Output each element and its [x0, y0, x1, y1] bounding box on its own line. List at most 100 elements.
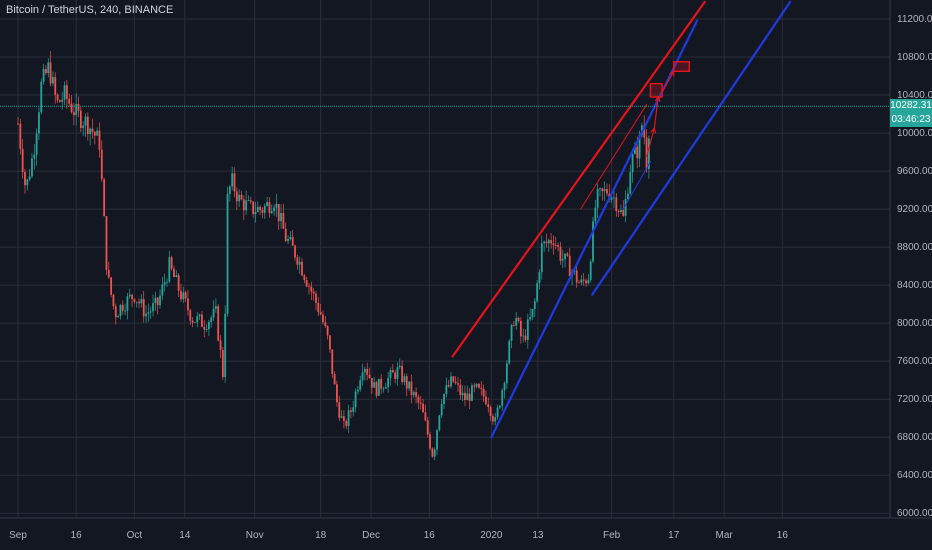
candle-body — [201, 314, 203, 327]
price-tick-label: 7200.00 — [897, 394, 932, 405]
candle-body — [564, 253, 566, 260]
candle-body — [173, 268, 175, 278]
candle-body — [401, 365, 404, 383]
candle-body — [312, 291, 315, 294]
candle-body — [336, 384, 338, 403]
candle-body — [482, 388, 485, 397]
candle-body — [380, 378, 383, 389]
projection-arrow[interactable] — [653, 96, 659, 129]
candle-body — [585, 280, 587, 284]
candle-body — [275, 203, 278, 208]
candle-body — [294, 245, 296, 258]
price-axis-ticks: 11200.00 10800.00 10400.00 10000.00 9600.00 9… — [897, 14, 932, 519]
candle-body — [580, 279, 583, 283]
price-tick-label: 10800.00 — [897, 52, 932, 63]
candle-body — [498, 405, 501, 408]
candle-body — [445, 385, 448, 394]
candle-body — [17, 123, 19, 125]
red-trendline[interactable] — [580, 104, 648, 210]
candle-body — [159, 295, 161, 306]
candle-body — [384, 387, 387, 389]
candle-body — [457, 383, 459, 385]
projection-arrow[interactable] — [661, 70, 675, 93]
blue-trendline[interactable] — [622, 161, 651, 210]
candle-body — [575, 270, 578, 283]
candle-body — [119, 304, 122, 317]
last-price-tag: 10282.31 — [890, 99, 932, 114]
candle-body — [494, 417, 497, 422]
candle-body — [510, 324, 513, 341]
price-tick-label: 8000.00 — [897, 318, 932, 329]
candle-body — [117, 316, 120, 318]
candle-body — [89, 128, 92, 134]
candle-body — [191, 320, 194, 323]
candle-body — [331, 349, 334, 375]
time-tick-label: 17 — [668, 530, 680, 541]
blue-trendline[interactable] — [591, 0, 792, 296]
time-tick-label: Nov — [246, 530, 264, 541]
time-tick-label: 14 — [179, 530, 191, 541]
candle-body — [126, 296, 129, 311]
candle-body — [377, 378, 380, 396]
candle-body — [305, 280, 308, 287]
candle-body — [252, 201, 255, 215]
candle-body — [582, 279, 585, 281]
price-tick-label: 10000.00 — [897, 128, 932, 139]
arrow-head — [669, 70, 675, 77]
candle-body — [142, 299, 145, 317]
candle-body — [315, 293, 317, 303]
candle-body — [512, 324, 515, 326]
candle-body — [347, 410, 350, 426]
candle-body — [647, 138, 650, 169]
candle-body — [324, 322, 327, 327]
candle-body — [450, 376, 452, 387]
candle-body — [180, 290, 182, 300]
candle-body — [592, 221, 594, 262]
price-tick-label: 9600.00 — [897, 166, 932, 177]
candle-body — [356, 389, 359, 392]
candle-body — [154, 297, 157, 304]
red-trendline[interactable] — [451, 0, 706, 358]
candle-body — [291, 236, 294, 246]
candle-body — [587, 279, 590, 284]
projection-arrow[interactable] — [645, 128, 655, 157]
candle-body — [363, 368, 366, 373]
candle-body — [375, 382, 378, 396]
candle-body — [522, 335, 525, 337]
candle-body — [203, 326, 206, 330]
time-tick-label: 2020 — [480, 530, 503, 541]
chart-grid — [0, 0, 890, 518]
price-tick-label: 7600.00 — [897, 356, 932, 367]
time-axis[interactable] — [0, 518, 932, 550]
candle-body — [133, 298, 136, 302]
blue-trendline[interactable] — [490, 19, 699, 439]
candle-body — [112, 294, 115, 307]
candle-body — [606, 189, 608, 194]
candle-body — [226, 193, 229, 314]
candle-body — [135, 301, 138, 303]
chart-title: Bitcoin / TetherUS, 240, BINANCE — [6, 4, 174, 16]
candle-body — [478, 383, 480, 388]
target-box[interactable] — [672, 61, 690, 73]
candle-body — [594, 207, 597, 222]
price-tick-label: 8800.00 — [897, 242, 932, 253]
candle-body — [47, 62, 50, 74]
trendlines — [451, 0, 792, 439]
candle-body — [319, 312, 322, 315]
candle-body — [350, 410, 352, 412]
candle-body — [538, 272, 541, 283]
candle-body — [72, 112, 75, 116]
target-box[interactable] — [649, 82, 663, 98]
candle-body — [75, 104, 78, 116]
candle-body — [533, 301, 536, 310]
candle-body — [492, 416, 494, 422]
candle-body — [382, 388, 385, 390]
candle-body — [389, 370, 392, 378]
candle-body — [249, 200, 252, 202]
annotations — [645, 61, 690, 157]
price-axis[interactable] — [890, 0, 932, 518]
candle-body — [589, 261, 592, 280]
candle-body — [310, 286, 313, 292]
candle-body — [345, 420, 348, 426]
